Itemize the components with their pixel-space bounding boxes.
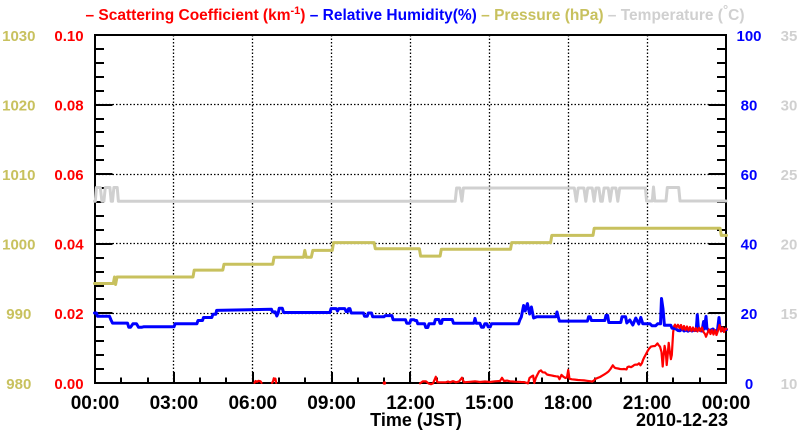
svg-text:0.10: 0.10: [54, 28, 83, 45]
svg-text:35: 35: [781, 28, 798, 45]
svg-text:80: 80: [741, 97, 758, 114]
svg-text:03:00: 03:00: [150, 393, 199, 414]
svg-text:21:00: 21:00: [623, 393, 672, 414]
svg-text:40: 40: [741, 237, 758, 254]
svg-text:– Scattering Coefficient (km-1: – Scattering Coefficient (km-1) – Relati…: [85, 2, 744, 24]
svg-text:990: 990: [6, 306, 31, 323]
svg-text:18:00: 18:00: [544, 393, 593, 414]
svg-text:20: 20: [741, 306, 758, 323]
svg-text:0.08: 0.08: [54, 97, 83, 114]
svg-text:100: 100: [736, 28, 761, 45]
svg-text:1010: 1010: [2, 167, 35, 184]
svg-text:0.00: 0.00: [54, 376, 83, 393]
svg-text:0.06: 0.06: [54, 167, 83, 184]
svg-text:1000: 1000: [2, 237, 35, 254]
svg-text:980: 980: [6, 376, 31, 393]
svg-text:00:00: 00:00: [702, 393, 751, 414]
svg-text:00:00: 00:00: [71, 393, 120, 414]
svg-text:0.02: 0.02: [54, 306, 83, 323]
svg-text:0.04: 0.04: [54, 237, 84, 254]
svg-text:30: 30: [781, 97, 798, 114]
svg-text:2010-12-23: 2010-12-23: [636, 410, 728, 430]
svg-text:10: 10: [781, 376, 798, 393]
svg-text:20: 20: [781, 237, 798, 254]
svg-text:06:00: 06:00: [228, 393, 277, 414]
svg-text:1020: 1020: [2, 97, 35, 114]
svg-text:09:00: 09:00: [307, 393, 356, 414]
svg-text:15: 15: [781, 306, 798, 323]
svg-text:0: 0: [745, 376, 753, 393]
svg-text:1030: 1030: [2, 28, 35, 45]
svg-text:15:00: 15:00: [465, 393, 514, 414]
svg-text:Time (JST): Time (JST): [370, 410, 462, 430]
svg-text:25: 25: [781, 167, 798, 184]
svg-text:60: 60: [741, 167, 758, 184]
svg-text:12:00: 12:00: [386, 393, 435, 414]
